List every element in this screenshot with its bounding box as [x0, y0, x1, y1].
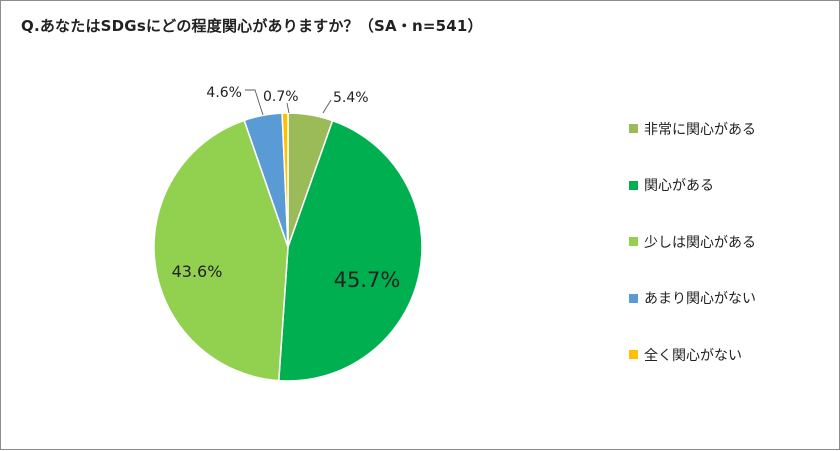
legend-swatch-3 [629, 237, 638, 246]
legend-item-4: あまり関心がない [629, 289, 829, 308]
pie-slice-2 [277, 119, 423, 382]
leader-line-4 [245, 89, 264, 116]
legend-item-3: 少しは関心がある [629, 232, 829, 251]
chart-legend: 非常に関心がある 関心がある少しは関心がある あまり関心がない 全く関心がない [629, 119, 829, 402]
pie-slice-5 [281, 112, 289, 248]
legend-item-2: 関心がある [629, 176, 829, 195]
data-label-2: 45.7% [334, 268, 401, 292]
legend-label-5: 全く関心がない [644, 347, 742, 364]
legend-label-4: あまり関心がない [644, 291, 756, 307]
legend-label-2: 関心がある [644, 178, 714, 194]
legend-label-3: 少しは関心がある [644, 234, 756, 251]
data-label-4: 4.6% [206, 85, 242, 101]
legend-swatch-4 [629, 293, 638, 303]
legend-swatch-2 [629, 180, 638, 190]
pie-slice-3 [153, 119, 289, 382]
legend-swatch-5 [629, 350, 638, 359]
pie-leader-lines [245, 89, 332, 116]
leader-line-5 [286, 102, 290, 114]
pie-slices [153, 112, 423, 382]
legend-item-5: 全く関心がない [629, 345, 829, 364]
leader-line-1 [322, 99, 332, 114]
data-label-1: 5.4% [333, 90, 369, 106]
chart-title: Q.あなたはSDGsにどの程度関心がありますか？（SA・n=541） [21, 17, 483, 35]
pie-data-labels: 5.4% 45.7% 43.6% 4.6% 0.7% [172, 85, 401, 292]
legend-item-1: 非常に関心がある [629, 119, 829, 138]
data-label-3: 43.6% [172, 262, 223, 281]
legend-swatch-1 [629, 124, 638, 133]
legend-label-1: 非常に関心がある [644, 121, 756, 138]
data-label-5: 0.7% [263, 89, 299, 105]
